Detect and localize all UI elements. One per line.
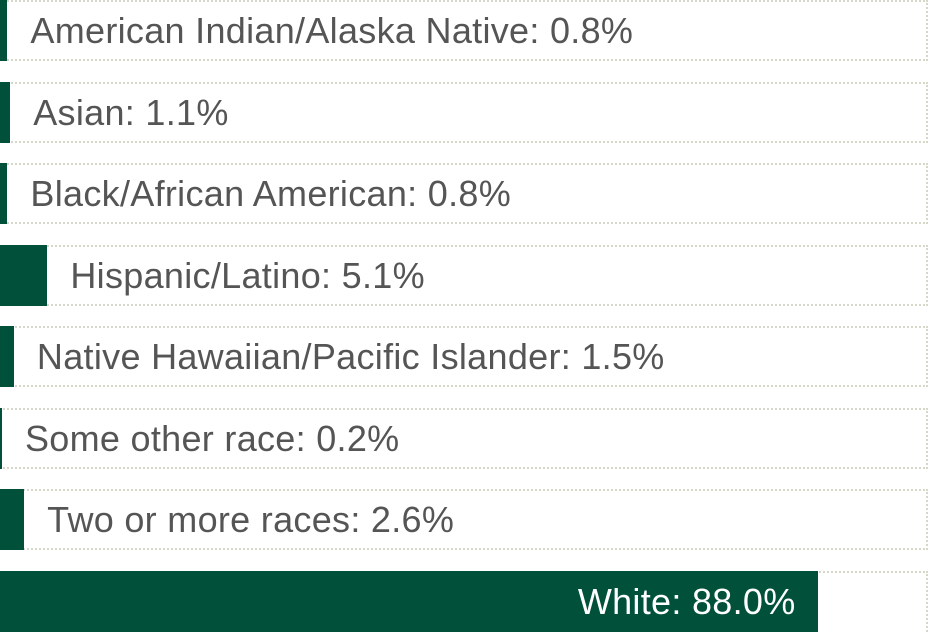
bar-row bbox=[0, 489, 928, 550]
bar bbox=[0, 244, 48, 306]
bar-row bbox=[0, 407, 928, 469]
bar bbox=[0, 81, 11, 143]
bar-row bbox=[0, 0, 928, 61]
bar-row bbox=[0, 81, 928, 143]
bar-data-label: Native Hawaiian/Pacific Islander: 1.5% bbox=[36, 336, 665, 377]
bar-row bbox=[0, 326, 928, 387]
bar bbox=[0, 570, 818, 632]
bar bbox=[0, 407, 2, 469]
bar-data-label: Black/African American: 0.8% bbox=[30, 173, 512, 214]
bar-data-label: Some other race: 0.2% bbox=[25, 417, 400, 459]
bar-row bbox=[0, 244, 928, 306]
bar-data-label: Two or more races: 2.6% bbox=[47, 499, 455, 540]
bar bbox=[0, 326, 14, 387]
bar bbox=[0, 0, 8, 61]
bar-data-label: Hispanic/Latino: 5.1% bbox=[70, 254, 425, 296]
bar-data-label: American Indian/Alaska Native: 0.8% bbox=[30, 10, 634, 51]
bar-data-label: Asian: 1.1% bbox=[33, 91, 229, 133]
bar bbox=[0, 163, 8, 224]
bar-data-label: White: 88.0% bbox=[577, 580, 796, 622]
bar-row bbox=[0, 163, 928, 224]
bar bbox=[0, 489, 25, 550]
